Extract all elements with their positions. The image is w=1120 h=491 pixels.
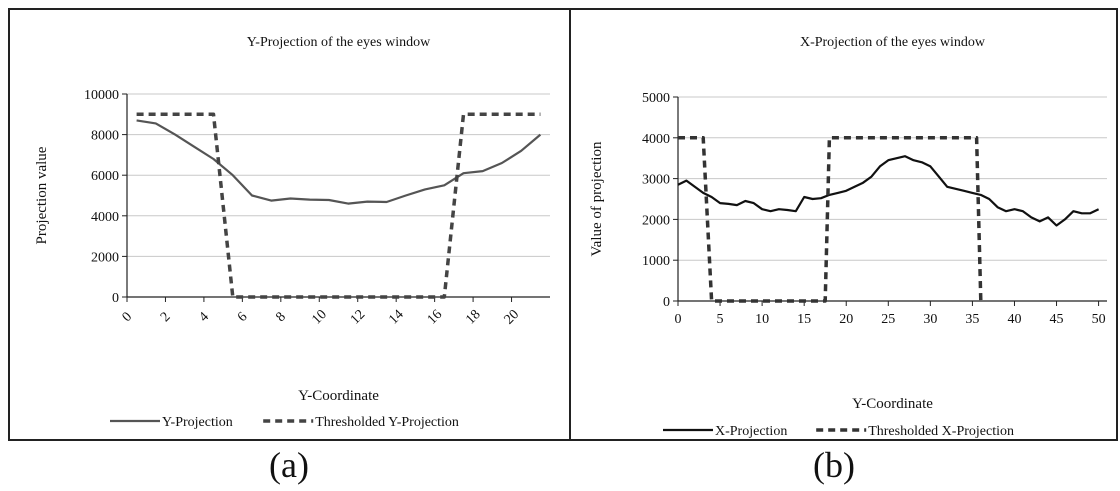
chart-title: X-Projection of the eyes window [800,35,986,50]
y-axis-label: Projection value [34,146,50,244]
x-tick-label: 10 [755,312,769,327]
panel-divider [569,8,571,441]
chart-panel-b: X-Projection of the eyes window 0 1000 2000… [571,10,1116,439]
x-tick-label: 10 [309,307,330,328]
y-axis-label: Value of projection [589,141,605,256]
y-tick-label: 6000 [91,169,119,184]
caption-b: (b) [813,445,855,485]
x-tick-label: 16 [425,307,446,328]
y-tick-label: 5000 [642,91,670,106]
x-tick-label: 30 [923,312,937,327]
x-tick-label: 8 [273,310,289,326]
legend-label-2: Thresholded X-Projection [868,424,1014,439]
x-tick-label: 15 [797,312,811,327]
x-tick-label: 20 [839,312,853,327]
y-tick-label: 0 [112,291,119,306]
y-tick-label: 10000 [84,88,119,103]
x-tick-label: 4 [196,310,212,326]
y-tick-label: 2000 [91,250,119,265]
series-line-2 [678,136,983,303]
x-tick-label: 25 [881,312,895,327]
x-tick-label: 12 [348,307,369,328]
series-line-1 [677,155,1100,227]
y-tick-label: 3000 [642,173,670,188]
chart-title: Y-Projection of the eyes window [247,35,431,50]
x-tick-label: 0 [120,310,136,326]
x-tick-label: 35 [965,312,979,327]
y-tick-label: 1000 [642,254,670,269]
x-tick-label: 18 [463,307,484,328]
x-tick-label: 40 [1007,312,1021,327]
x-tick-label: 14 [386,307,407,328]
x-tick-label: 6 [235,310,251,326]
series-line-1 [136,119,542,205]
chart-panel-a: Y-Projection of the eyes window 0 2000 4000… [10,10,568,439]
caption-a: (a) [269,445,309,485]
x-tick-label: 0 [675,312,682,327]
x-tick-label: 20 [502,307,523,328]
x-tick-label: 5 [717,312,724,327]
y-tick-label: 2000 [642,213,670,228]
x-tick-label: 50 [1092,312,1106,327]
legend-label-1: X-Projection [715,424,787,439]
y-tick-label: 0 [663,295,670,310]
x-axis-label: Y-Coordinate [298,388,379,404]
series-line-2 [136,112,541,299]
legend-label-2: Thresholded Y-Projection [315,415,459,430]
figure-frame [8,8,1118,441]
chart-a-svg: Y-Projection of the eyes window 0 2000 4000… [34,35,550,430]
y-tick-label: 8000 [91,129,119,144]
legend-label-1: Y-Projection [162,415,233,430]
x-tick-label: 2 [158,310,174,326]
chart-b-svg: X-Projection of the eyes window 0 1000 2000… [589,35,1107,439]
y-tick-label: 4000 [91,210,119,225]
x-axis-label: Y-Coordinate [852,396,933,412]
x-tick-label: 45 [1050,312,1064,327]
y-tick-label: 4000 [642,132,670,147]
